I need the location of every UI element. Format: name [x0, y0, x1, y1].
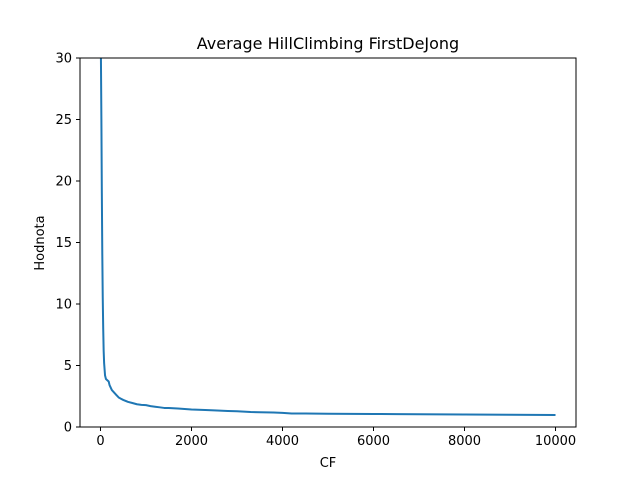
y-tick-label: 30 [55, 52, 72, 67]
y-tick-label: 15 [55, 236, 72, 251]
y-tick-label: 25 [55, 113, 72, 128]
x-tick-label: 2000 [175, 434, 208, 449]
x-tick-label: 8000 [448, 434, 481, 449]
x-tick-label: 10000 [535, 434, 576, 449]
x-axis-label: CF [320, 456, 337, 471]
y-tick-label: 10 [55, 298, 72, 313]
y-tick-label: 20 [55, 175, 72, 190]
x-tick-label: 0 [96, 434, 104, 449]
x-tick-label: 4000 [266, 434, 299, 449]
series-line-0 [99, 58, 556, 416]
y-tick-label: 5 [64, 359, 72, 374]
y-tick-label: 0 [64, 421, 72, 436]
plot-area: 0 2000 4000 6000 8000 10000 0 5 10 15 20 25 30 [55, 52, 577, 449]
x-tick-label: 6000 [357, 434, 390, 449]
chart-title: Average HillClimbing FirstDeJong [197, 34, 459, 53]
y-axis-label: Hodnota [33, 215, 48, 270]
